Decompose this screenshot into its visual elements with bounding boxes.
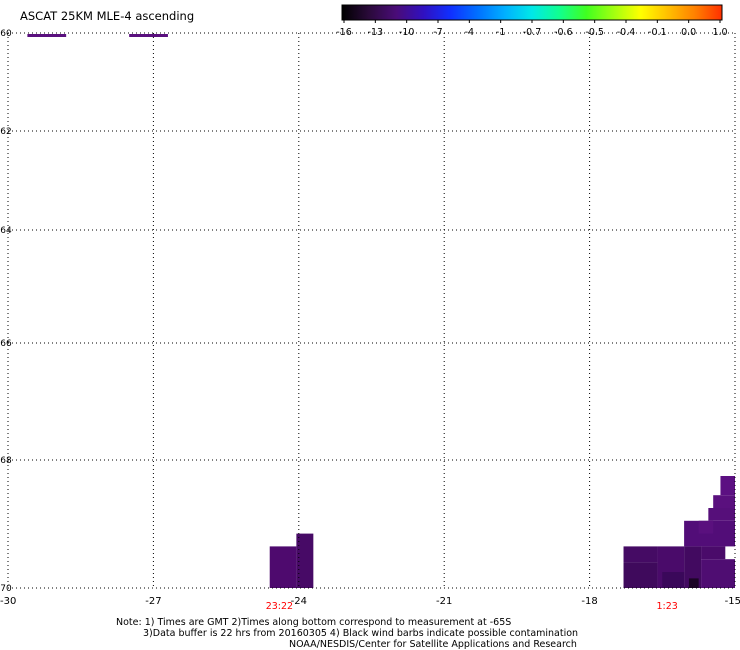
data-cell: [720, 476, 735, 496]
y-tick-label: -64: [0, 226, 12, 236]
data-cell: [701, 546, 726, 560]
y-tick-label: -60: [0, 29, 12, 39]
colorbar-label: -0.5: [585, 27, 604, 38]
time-labels: 23:22 1:23: [266, 601, 678, 612]
data-cell: [623, 546, 658, 563]
note-line-2: 3)Data buffer is 22 hrs from 20160305 4)…: [143, 628, 579, 639]
data-cell: [684, 546, 702, 588]
legend-swaths: [27, 34, 168, 37]
tick-labels: -30 -27 -24 -21 -18 -15 -60 -62 -64 -66 -68 -70: [0, 29, 740, 607]
data-cell: [296, 533, 314, 588]
y-tick-label: -70: [0, 584, 12, 594]
data-cell: [701, 559, 735, 588]
data-cell: [269, 546, 297, 588]
x-tick-label: -24: [291, 596, 307, 607]
colorbar-gradient: [341, 4, 723, 21]
colorbar-label: -4: [465, 27, 474, 38]
x-tick-label: -30: [0, 596, 16, 607]
x-tick-label: -21: [436, 596, 452, 607]
x-tick-label: -15: [725, 596, 740, 607]
y-tick-label: -68: [0, 456, 12, 466]
legend-swath: [129, 34, 168, 37]
colorbar-label: -10: [399, 27, 415, 38]
x-tick-label: -27: [145, 596, 161, 607]
data-cells: [269, 476, 735, 588]
note-line-1: Note: 1) Times are GMT 2)Times along bot…: [116, 617, 512, 628]
x-tick-label: -18: [581, 596, 597, 607]
colorbar-label: -0.6: [554, 27, 573, 38]
y-tick-label: -66: [0, 339, 12, 349]
data-cell: [688, 578, 699, 588]
data-cell: [623, 562, 658, 588]
time-label: 1:23: [656, 601, 677, 612]
colorbar-label: -7: [433, 27, 442, 38]
note-line-3: NOAA/NESDIS/Center for Satellite Applica…: [289, 639, 577, 650]
data-cell: [713, 495, 735, 508]
data-cell: [698, 520, 714, 534]
time-label: 23:22: [266, 601, 293, 612]
legend-swath: [27, 34, 67, 37]
gridlines: [7, 32, 736, 589]
y-tick-label: -62: [0, 127, 12, 137]
chart-title: ASCAT 25KM MLE-4 ascending: [20, 9, 194, 23]
data-cell: [662, 572, 685, 588]
data-cell: [708, 508, 735, 521]
colorbar-label: -0.1: [648, 27, 667, 38]
colorbar-label: -13: [368, 27, 384, 38]
colorbar-label: -0.4: [617, 27, 636, 38]
